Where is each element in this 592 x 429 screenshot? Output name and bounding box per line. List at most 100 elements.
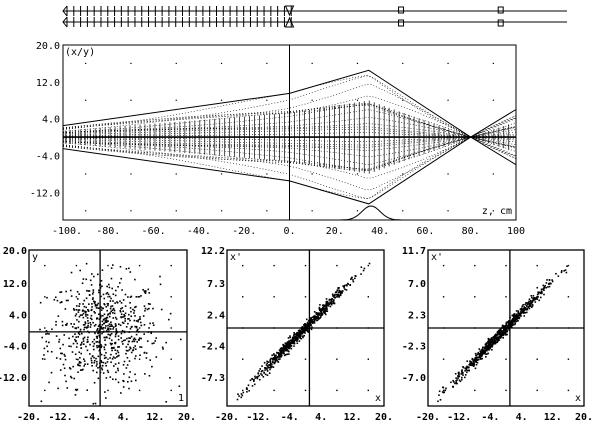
data-point: [77, 364, 80, 367]
grid-dot: [356, 62, 359, 65]
grid-dot: [336, 264, 338, 267]
grid-dot: [130, 99, 132, 101]
grid-dot: [311, 173, 313, 175]
data-point: [134, 345, 137, 347]
data-point: [318, 306, 321, 309]
data-point: [140, 295, 142, 297]
data-point: [566, 265, 568, 268]
data-point: [528, 304, 531, 307]
data-point: [507, 327, 510, 330]
data-point: [78, 333, 81, 336]
x-tick-label: -12.: [49, 412, 73, 423]
data-point: [514, 318, 516, 321]
data-point: [267, 366, 269, 368]
phase-plot-y: 20.012.04.0-4.0-12.0-20.-12.-4.4.12.20.y…: [0, 246, 196, 423]
data-point: [119, 300, 121, 303]
data-point: [298, 333, 301, 336]
ray-trace: [62, 136, 517, 170]
data-point: [468, 363, 471, 366]
data-point: [523, 315, 526, 317]
data-point: [89, 353, 91, 355]
data-point: [486, 349, 488, 352]
data-point: [101, 368, 104, 371]
grid-dot: [402, 210, 404, 212]
data-point: [464, 374, 467, 376]
data-point: [107, 324, 109, 327]
data-point: [98, 318, 101, 320]
data-point: [134, 355, 137, 357]
data-point: [289, 342, 291, 344]
x-axis-label: x: [375, 393, 381, 404]
data-point: [87, 326, 89, 329]
data-point: [513, 315, 516, 317]
grid-dot: [242, 264, 244, 267]
data-point: [100, 361, 103, 364]
data-point: [457, 375, 459, 377]
grid-dot: [356, 136, 359, 138]
x-tick-label: -20.: [215, 412, 239, 423]
data-point: [456, 382, 458, 385]
data-point: [560, 271, 563, 274]
data-point: [457, 377, 459, 380]
data-point: [507, 326, 510, 329]
data-point: [134, 348, 137, 350]
data-point: [503, 332, 505, 334]
data-point: [79, 314, 82, 316]
data-point: [117, 381, 120, 384]
data-point: [295, 334, 298, 337]
data-point: [298, 335, 300, 338]
data-point: [106, 369, 109, 372]
density-peak: [334, 205, 426, 221]
data-point: [548, 279, 551, 281]
ray-trace: [62, 136, 517, 171]
data-point: [338, 289, 340, 292]
data-point: [363, 267, 366, 270]
data-point: [487, 344, 490, 347]
data-point: [514, 323, 516, 326]
data-point: [108, 337, 111, 340]
data-point: [86, 389, 89, 391]
data-point: [106, 330, 109, 333]
data-point: [95, 307, 98, 309]
data-point: [128, 317, 130, 320]
data-point: [96, 273, 99, 276]
data-point: [129, 371, 131, 373]
data-point: [478, 355, 481, 357]
data-point: [74, 333, 76, 335]
data-point: [300, 337, 303, 340]
data-point: [318, 314, 321, 316]
data-point: [490, 343, 492, 346]
data-point: [125, 326, 128, 328]
data-point: [496, 340, 499, 342]
data-point: [98, 324, 101, 326]
data-point: [78, 293, 80, 295]
data-point: [514, 322, 517, 324]
data-point: [46, 296, 48, 299]
data-point: [105, 306, 108, 308]
grid-dot: [304, 389, 307, 392]
data-point: [110, 343, 113, 346]
data-point: [74, 394, 77, 396]
data-point: [99, 365, 101, 367]
data-point: [144, 309, 146, 312]
data-point: [271, 354, 273, 357]
data-point: [122, 316, 124, 318]
data-point: [167, 318, 170, 321]
data-point: [281, 349, 284, 351]
data-point: [123, 330, 126, 333]
data-point: [484, 350, 487, 353]
data-point: [514, 315, 517, 317]
data-point: [100, 306, 102, 308]
data-point: [352, 280, 355, 283]
data-point: [59, 301, 62, 304]
data-point: [152, 307, 154, 310]
y-axis-label: x': [431, 252, 443, 263]
data-point: [260, 373, 262, 375]
x-tick-label: -40.: [187, 226, 211, 237]
data-point: [134, 325, 136, 328]
data-point: [296, 332, 298, 334]
data-point: [105, 325, 107, 327]
data-point: [94, 332, 96, 335]
data-point: [86, 349, 89, 352]
data-point: [134, 357, 136, 360]
